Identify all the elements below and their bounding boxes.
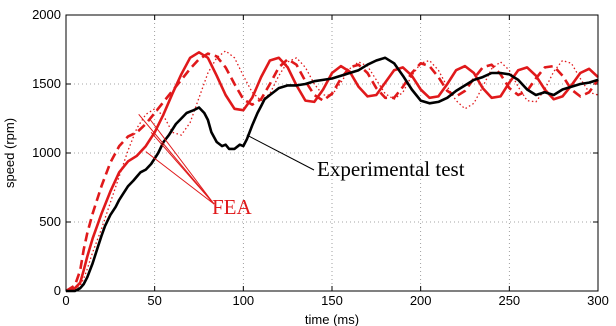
arrow-experimental <box>246 134 315 171</box>
series-fea-dotted-line <box>65 50 599 292</box>
y-tick-label: 500 <box>39 214 61 229</box>
arrow-fea-0 <box>145 151 215 205</box>
y-tick-label: 0 <box>54 283 61 298</box>
x-tick-label: 300 <box>587 293 609 308</box>
arrow-fea-2 <box>148 118 215 205</box>
annotation-experimental-test: Experimental test <box>317 157 465 181</box>
plot-area-frame <box>65 14 599 292</box>
x-tick-label: 200 <box>410 293 432 308</box>
x-tick-label: 250 <box>498 293 520 308</box>
y-axis-label: speed (rpm) <box>2 118 17 188</box>
x-tick-label: 100 <box>232 293 254 308</box>
x-tick-label: 50 <box>147 293 161 308</box>
grid-lines <box>66 15 598 291</box>
x-axis-label: time (ms) <box>305 312 359 326</box>
x-tick-label: 0 <box>62 293 69 308</box>
series-experimental-line <box>66 56 599 293</box>
series-fea-solid-line <box>65 51 599 293</box>
y-tick-label: 1000 <box>32 145 61 160</box>
series-layer <box>65 50 600 293</box>
annotation-layer <box>138 114 315 205</box>
series-fea-dashed-line <box>65 52 600 293</box>
x-tick-label: 150 <box>321 293 343 308</box>
y-tick-label: 2000 <box>32 7 61 22</box>
y-tick-label: 1500 <box>32 76 61 91</box>
arrow-fea-3 <box>138 114 215 205</box>
annotation-fea: FEA <box>212 195 253 219</box>
